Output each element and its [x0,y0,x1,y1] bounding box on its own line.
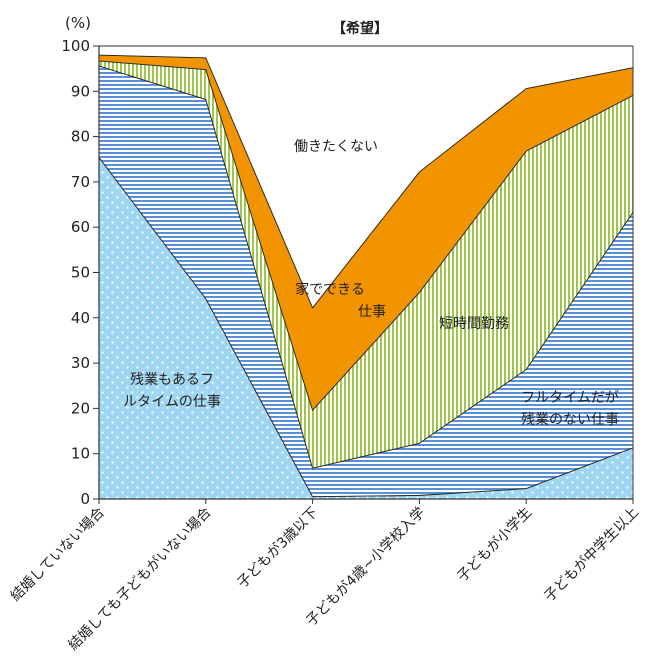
y-tick-label: 60 [71,218,90,236]
series-label-2: 残業のない仕事 [521,412,619,428]
series-label-1: ルタイムの仕事 [123,394,221,410]
y-tick-label: 50 [71,264,90,282]
y-tick-label: 20 [71,399,90,417]
y-tick-label: 10 [71,445,90,463]
x-tick-label: 子どもが小学生 [454,505,535,586]
x-tick-label: 子どもが4歳~小学校入学 [303,504,429,630]
series-label-3: 短時間勤務 [439,316,509,332]
y-tick-label: 0 [80,490,90,508]
x-tick-label: 子どもが中学生以上 [541,505,641,605]
series-label-5: 働きたくない [294,139,378,155]
y-tick-label: 80 [71,128,90,146]
series-label-4: 仕事 [358,304,386,320]
series-label-2: フルタイムだが [521,390,619,406]
series-label-1: 残業もあるフ [130,372,214,388]
chart-title: 【希望】 [332,20,388,37]
x-tick-label: 結婚していない場合 [8,505,108,605]
area-series-5 [98,45,634,309]
y-axis-unit: (%) [65,14,91,32]
y-tick-label: 40 [71,309,90,327]
y-tick-label: 90 [71,82,90,100]
y-tick-label: 70 [71,173,90,191]
series-label-4: 家でできる [295,281,365,298]
y-tick-label: 100 [61,37,90,55]
x-tick-label: 子どもが3歳以下 [235,505,322,592]
y-tick-label: 30 [71,354,90,372]
